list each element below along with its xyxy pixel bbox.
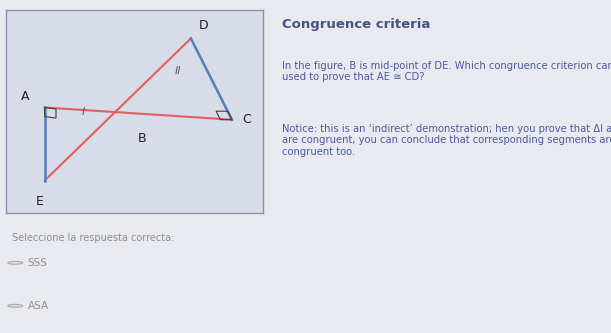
Text: SSS: SSS [27,258,48,268]
Text: A: A [21,91,29,104]
Text: D: D [199,19,208,32]
Text: Congruence criteria: Congruence criteria [282,18,430,31]
Text: Notice: this is an ‘indirect’ demonstration; hen you prove that ΔI and ΔII
are c: Notice: this is an ‘indirect’ demonstrat… [282,124,611,157]
Text: C: C [242,113,251,126]
Text: I: I [81,107,85,117]
Text: E: E [35,195,43,208]
Text: In the figure, B is mid-point of DE. Which congruence criterion can be
used to p: In the figure, B is mid-point of DE. Whi… [282,61,611,82]
Text: B: B [138,132,147,145]
Text: ASA: ASA [27,301,49,311]
Text: II: II [175,66,181,76]
Text: Seleccione la respuesta correcta:: Seleccione la respuesta correcta: [12,233,175,243]
